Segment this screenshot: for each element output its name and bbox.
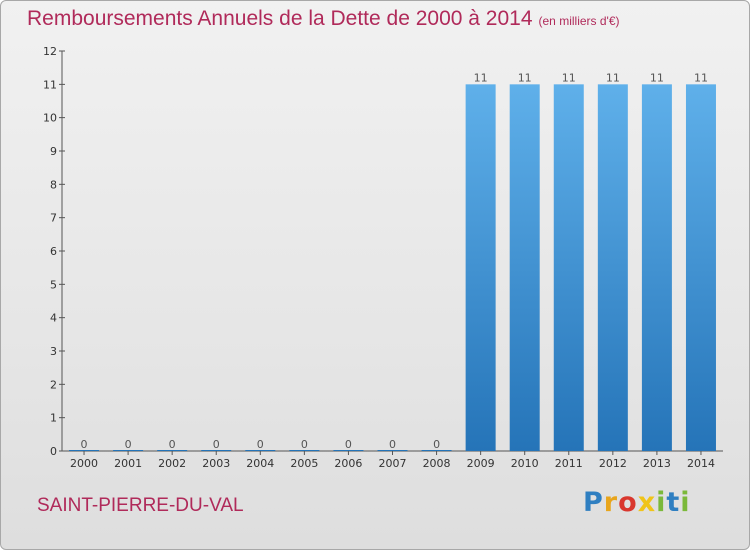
x-tick-label: 2010 [511, 457, 539, 470]
data-label: 0 [345, 438, 352, 451]
bar [289, 450, 320, 451]
data-labels: 0 0 0 0 0 0 0 0 0 11 11 11 11 11 11 [81, 71, 708, 451]
bar [245, 450, 276, 451]
logo-letter: i [680, 487, 691, 518]
x-tick-label: 2004 [246, 457, 274, 470]
data-label: 11 [474, 71, 488, 84]
data-label: 11 [650, 71, 664, 84]
bar [597, 84, 628, 451]
proxiti-logo[interactable]: Proxiti [583, 487, 691, 518]
data-label: 11 [606, 71, 620, 84]
bar [201, 450, 232, 451]
bar [113, 450, 144, 451]
logo-letter: x [637, 487, 657, 518]
data-label: 11 [562, 71, 576, 84]
logo-letter: o [618, 487, 638, 518]
y-tick-label: 4 [50, 312, 57, 325]
x-tick-label: 2011 [555, 457, 583, 470]
x-tick-label: 2007 [379, 457, 407, 470]
bar [69, 450, 100, 451]
data-label: 0 [169, 438, 176, 451]
logo-letter: r [603, 487, 619, 518]
bar [685, 84, 716, 451]
y-tick-label: 5 [50, 278, 57, 291]
chart-title-text: Remboursements Annuels de la Dette de 20… [27, 7, 533, 30]
x-tick-label: 2006 [334, 457, 362, 470]
bar [509, 84, 540, 451]
data-label: 11 [518, 71, 532, 84]
x-tick-label: 2000 [70, 457, 98, 470]
data-label: 0 [81, 438, 88, 451]
bar [333, 450, 364, 451]
y-tick-label: 12 [43, 45, 57, 58]
chart-unit: (en milliers d'€) [538, 14, 620, 28]
bar [641, 84, 672, 451]
x-tick-label: 2012 [599, 457, 627, 470]
bars [69, 84, 716, 451]
y-tick-label: 2 [50, 378, 57, 391]
x-tick-label: 2008 [423, 457, 451, 470]
x-tick-label: 2014 [687, 457, 715, 470]
bar [377, 450, 408, 451]
bar [553, 84, 584, 451]
bar [465, 84, 496, 451]
x-tick-label: 2005 [290, 457, 318, 470]
x-tick-label: 2009 [467, 457, 495, 470]
x-tick-label: 2001 [114, 457, 142, 470]
y-tick-label: 8 [50, 178, 57, 191]
data-label: 0 [213, 438, 220, 451]
logo-letter: t [666, 487, 681, 518]
logo-letter: P [583, 487, 604, 518]
bar [421, 450, 452, 451]
y-tick-label: 1 [50, 412, 57, 425]
y-tick-label: 0 [50, 445, 57, 458]
y-tick-label: 3 [50, 345, 57, 358]
logo-letter: i [656, 487, 667, 518]
chart-title: Remboursements Annuels de la Dette de 20… [27, 7, 620, 31]
y-tick-label: 6 [50, 245, 57, 258]
data-label: 0 [301, 438, 308, 451]
y-tick-label: 7 [50, 212, 57, 225]
y-tick-label: 11 [43, 78, 57, 91]
x-tick-label: 2013 [643, 457, 671, 470]
x-tick-label: 2002 [158, 457, 186, 470]
y-tick-label: 9 [50, 145, 57, 158]
data-label: 11 [694, 71, 708, 84]
data-label: 0 [125, 438, 132, 451]
x-tick-label: 2003 [202, 457, 230, 470]
y-tick-label: 10 [43, 112, 57, 125]
data-label: 0 [389, 438, 396, 451]
data-label: 0 [257, 438, 264, 451]
bar [157, 450, 188, 451]
data-label: 0 [433, 438, 440, 451]
commune-name: SAINT-PIERRE-DU-VAL [37, 495, 244, 516]
